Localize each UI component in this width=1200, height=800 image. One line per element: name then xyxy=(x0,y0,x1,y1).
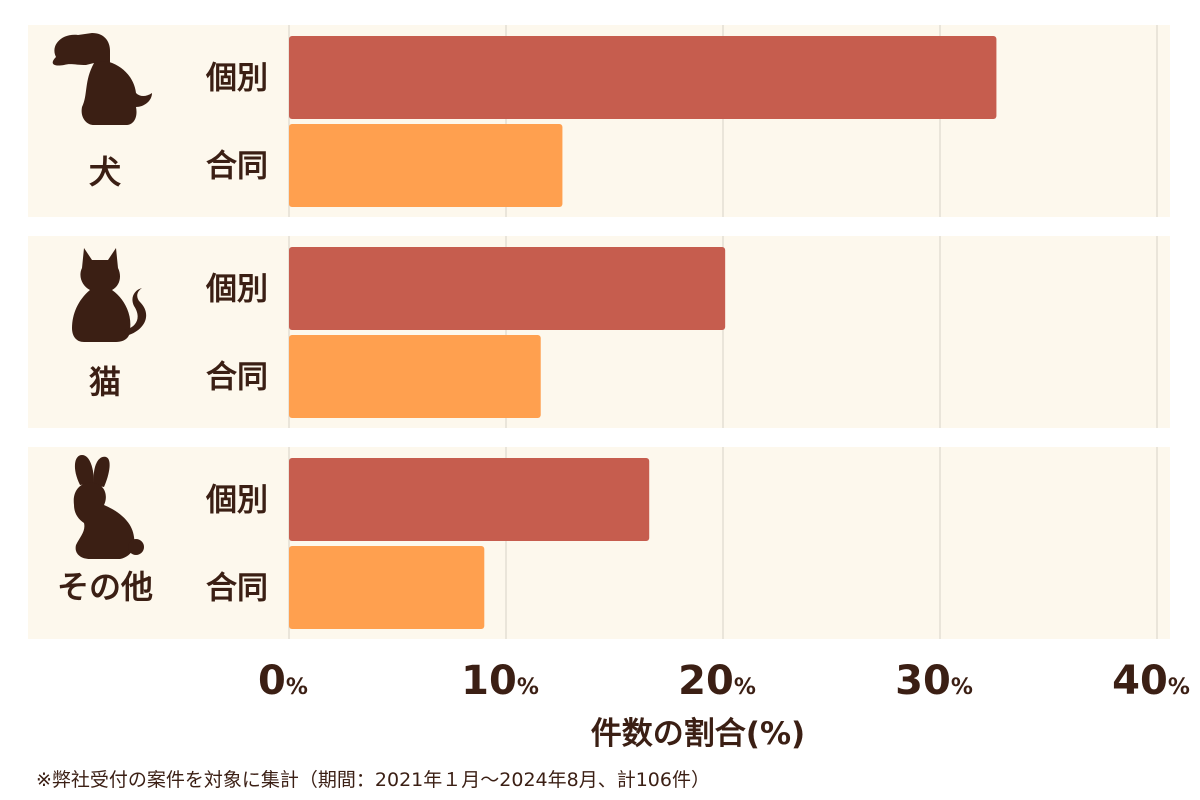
x-tick-label: 30% xyxy=(895,658,973,704)
series-label: 個別 xyxy=(205,61,268,97)
bar-kobetsu xyxy=(289,36,997,119)
series-label: 個別 xyxy=(205,272,268,308)
bar-godo xyxy=(289,124,563,207)
group-label: その他 xyxy=(57,568,153,606)
x-axis-title: 件数の割合(%) xyxy=(591,716,805,752)
rabbit-ear xyxy=(93,456,110,487)
cat-icon xyxy=(72,248,147,342)
group-label: 犬 xyxy=(89,153,121,191)
footnote: ※弊社受付の案件を対象に集計（期間：2021年１月〜2024年8月、計106件） xyxy=(36,769,710,791)
cat-tail xyxy=(124,288,147,336)
dog-body xyxy=(81,61,153,125)
bar-godo xyxy=(289,335,541,418)
series-label: 個別 xyxy=(205,483,268,519)
bar-kobetsu xyxy=(289,458,650,541)
x-tick-label: 10% xyxy=(461,658,539,704)
bar-kobetsu xyxy=(289,247,726,330)
x-tick-label: 20% xyxy=(678,658,756,704)
series-label: 合同 xyxy=(206,149,268,185)
x-tick-label: 40% xyxy=(1112,658,1190,704)
rabbit-body xyxy=(73,482,135,559)
rabbit-ear xyxy=(74,455,94,485)
x-tick-label: 0% xyxy=(258,658,308,704)
dog-icon xyxy=(52,33,153,125)
rabbit-tail xyxy=(128,539,144,555)
series-label: 合同 xyxy=(206,360,268,396)
cat-body xyxy=(72,248,131,342)
series-label: 合同 xyxy=(206,571,268,607)
bar-godo xyxy=(289,546,485,629)
rabbit-icon xyxy=(73,455,144,559)
group-label: 猫 xyxy=(89,363,121,401)
dog-head xyxy=(52,33,110,69)
